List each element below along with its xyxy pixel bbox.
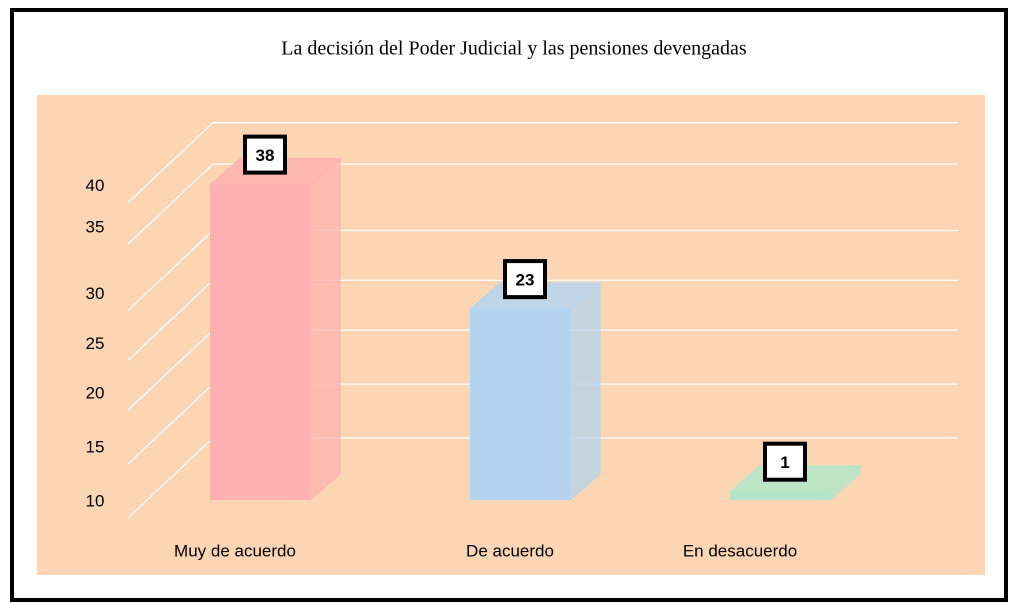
bar-front (730, 491, 830, 500)
bar (468, 282, 602, 502)
grid-line (127, 163, 958, 245)
y-tick-label: 35 (86, 218, 105, 237)
x-tick-label: En desacuerdo (683, 541, 797, 560)
y-tick-label: 40 (86, 176, 105, 195)
value-label-box (503, 259, 547, 300)
bar (208, 157, 342, 502)
bar-front (210, 184, 310, 500)
value-label: 23 (516, 271, 535, 290)
y-tick-label: 30 (86, 284, 105, 303)
y-tick-label: 20 (86, 384, 105, 403)
y-tick-label: 25 (86, 334, 105, 353)
y-tick-label: 15 (86, 438, 105, 457)
x-tick-label: De acuerdo (466, 541, 554, 560)
value-label: 38 (256, 146, 275, 165)
value-label-box (243, 134, 287, 175)
x-tick-label: Muy de acuerdo (174, 541, 296, 560)
y-tick-label: 10 (86, 491, 105, 510)
value-label: 1 (780, 453, 789, 472)
value-label-box (763, 441, 807, 482)
bar-side (569, 282, 601, 502)
chart-title: La decisión del Poder Judicial y las pen… (281, 38, 747, 60)
bar-front (470, 309, 570, 500)
bar-side (309, 157, 341, 502)
grid-line (127, 121, 958, 204)
